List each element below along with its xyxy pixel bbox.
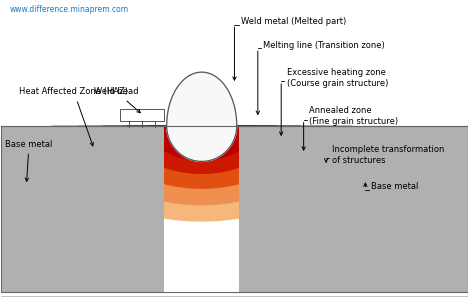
- Polygon shape: [52, 126, 351, 221]
- Bar: [0, 126, 468, 292]
- Polygon shape: [78, 126, 326, 205]
- Text: Base metal: Base metal: [5, 140, 53, 181]
- Bar: [0, 126, 164, 292]
- Polygon shape: [148, 126, 255, 160]
- Text: Base metal: Base metal: [371, 182, 419, 191]
- Text: Excessive heating zone
(Course grain structure): Excessive heating zone (Course grain str…: [287, 68, 388, 88]
- Text: Incomplete transformation
of structures: Incomplete transformation of structures: [332, 145, 444, 165]
- Polygon shape: [167, 72, 237, 161]
- Text: www.difference.minaprem.com: www.difference.minaprem.com: [10, 5, 129, 14]
- Polygon shape: [103, 126, 300, 188]
- Text: Melting line (Transition zone): Melting line (Transition zone): [264, 41, 385, 50]
- Text: Annealed zone
(Fine grain structure): Annealed zone (Fine grain structure): [309, 106, 398, 126]
- Bar: [239, 126, 468, 292]
- Text: Weld bead: Weld bead: [94, 87, 140, 113]
- Polygon shape: [127, 126, 276, 173]
- Text: Heat Affected Zone (HAZ): Heat Affected Zone (HAZ): [19, 87, 128, 146]
- Text: Weld metal (Melted part): Weld metal (Melted part): [241, 17, 346, 26]
- Bar: [120, 109, 164, 121]
